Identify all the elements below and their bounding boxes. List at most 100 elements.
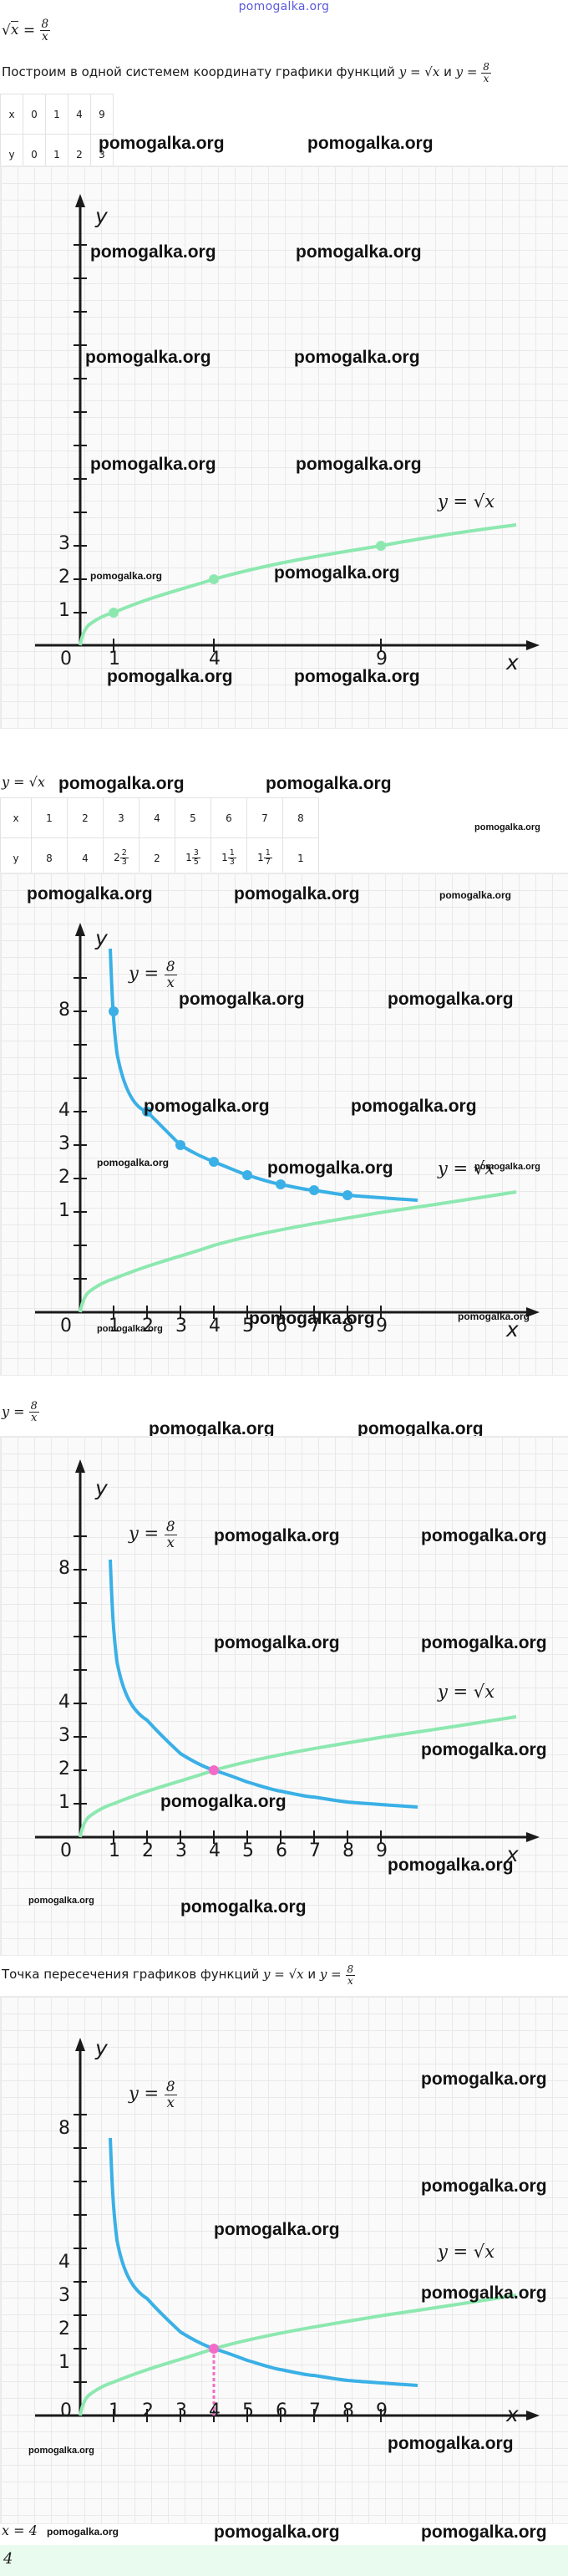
- tick-label-y8: 8: [58, 2118, 70, 2139]
- watermark: pomogalka.org: [266, 774, 392, 793]
- tick-label-x2: 2: [142, 1316, 154, 1336]
- watermark: pomogalka.org: [27, 884, 153, 904]
- watermark: pomogalka.org: [28, 2446, 94, 2456]
- tick-label-x4: 4: [209, 1316, 221, 1336]
- watermark: pomogalka.org: [234, 884, 360, 904]
- tick-label-x1: 1: [109, 2400, 120, 2421]
- intersection-point: [209, 1765, 219, 1775]
- origin-label: 0: [60, 2400, 72, 2421]
- point-1-1: [109, 608, 119, 618]
- tick-label-y1: 1: [58, 2352, 70, 2373]
- y-axis-label: y: [95, 1476, 108, 1500]
- watermark: pomogalka.org: [214, 2523, 340, 2542]
- watermark: pomogalka.org: [249, 1309, 375, 1328]
- tick-label-y4: 4: [58, 2252, 70, 2273]
- tick-label-y2: 2: [58, 1759, 70, 1779]
- sqrt-curve-label: y = √x: [438, 1158, 495, 1179]
- tick-label-x3: 3: [175, 2400, 187, 2421]
- tick-label-y3: 3: [58, 1133, 70, 1154]
- tick-label-x4: 4: [209, 649, 221, 669]
- watermark: pomogalka.org: [421, 2283, 547, 2303]
- x-axis-arrow: [526, 640, 540, 650]
- table-cell: 1: [31, 797, 68, 838]
- row-header-x: x: [0, 797, 32, 838]
- tick-label-x1: 1: [109, 1316, 120, 1336]
- tick-label-x7: 7: [309, 1840, 321, 1861]
- tick-label-x8: 8: [342, 1840, 354, 1861]
- watermark: pomogalka.org: [160, 1792, 287, 1811]
- tick-label-x8: 8: [342, 1316, 354, 1336]
- hyperbola-lhs: y =: [455, 64, 478, 80]
- tick-label-y2: 2: [58, 567, 70, 588]
- watermark: pomogalka.org: [28, 1896, 94, 1906]
- watermark: pomogalka.org: [90, 242, 216, 262]
- equation-sqrt-var: x: [10, 21, 19, 39]
- watermark: pomogalka.org: [274, 563, 400, 583]
- graph-sqrt: [0, 165, 568, 729]
- tick-label-y4: 4: [58, 1692, 70, 1713]
- table-cell: 1: [45, 94, 68, 135]
- hyperbola-denominator: x: [483, 72, 489, 84]
- tick-label-x6: 6: [276, 2400, 287, 2421]
- origin-label: 0: [60, 1316, 72, 1336]
- watermark: pomogalka.org: [90, 455, 216, 474]
- graph-both: [0, 873, 568, 1376]
- tick-label-y3: 3: [58, 2285, 70, 2306]
- origin-label: 0: [60, 1840, 72, 1861]
- watermark: pomogalka.org: [388, 2434, 514, 2453]
- watermark: pomogalka.org: [421, 1633, 547, 1652]
- watermark: pomogalka.org: [90, 570, 163, 582]
- intro-sentence: Построим в одной системем координату гра…: [2, 64, 395, 80]
- table-cell: 1: [282, 837, 319, 878]
- watermark: pomogalka.org: [296, 242, 422, 262]
- tick-label-y1: 1: [58, 600, 70, 621]
- watermark: pomogalka.org: [358, 1419, 484, 1438]
- watermark: pomogalka.org: [179, 990, 305, 1009]
- x-axis-label: x: [506, 2402, 519, 2426]
- watermark: pomogalka.org: [58, 774, 185, 793]
- watermark: pomogalka.org: [388, 1856, 514, 1875]
- tick-label-x5: 5: [242, 1316, 254, 1336]
- watermark: pomogalka.org: [47, 2526, 119, 2538]
- watermark: pomogalka.org: [85, 348, 211, 367]
- y-axis-label: y: [95, 926, 108, 950]
- watermark: pomogalka.org: [99, 134, 225, 153]
- tick-label-y4: 4: [58, 1100, 70, 1121]
- table-cell: 2: [67, 797, 104, 838]
- answer-value: 4: [3, 2550, 13, 2568]
- tick-label-x6: 6: [276, 1840, 287, 1861]
- answer-box: 4: [0, 2545, 568, 2576]
- y-axis-arrow: [75, 194, 85, 207]
- x-axis-label: x: [506, 650, 519, 675]
- site-title[interactable]: pomogalka.org: [238, 0, 330, 13]
- row-header-x: x: [0, 94, 23, 135]
- watermark: pomogalka.org: [180, 1897, 307, 1917]
- tick-label-y8: 8: [58, 1558, 70, 1579]
- sqrt-curve-label: y = √x: [438, 491, 495, 512]
- tick-label-x9: 9: [376, 1316, 388, 1336]
- tick-label-x7: 7: [309, 1316, 321, 1336]
- intro-function-sqrt: y = √x: [398, 64, 440, 80]
- sqrt-curve-label: y = √x: [438, 1682, 495, 1702]
- hyperbola-curve: [109, 948, 418, 1202]
- tick-label-x9: 9: [376, 1840, 388, 1861]
- x-axis-label: x: [506, 1317, 519, 1341]
- y-axis-label: y: [95, 2036, 108, 2060]
- sqrt-curve-label: y = √x: [438, 2242, 495, 2262]
- point-9-3: [376, 541, 386, 551]
- point-4-2: [209, 574, 219, 584]
- watermark: pomogalka.org: [474, 822, 540, 832]
- watermark: pomogalka.org: [439, 889, 512, 901]
- origin-label: 0: [60, 649, 72, 669]
- graph-intersection-projection: [0, 1996, 568, 2524]
